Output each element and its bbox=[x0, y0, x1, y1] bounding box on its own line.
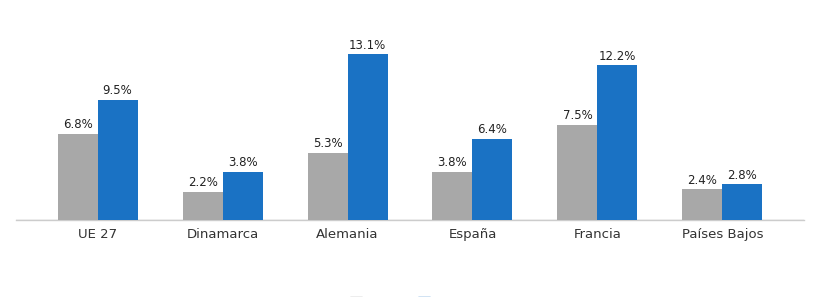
Bar bbox=[347, 54, 387, 220]
Bar bbox=[472, 139, 512, 220]
Bar bbox=[432, 172, 472, 220]
Bar bbox=[57, 134, 97, 220]
Bar bbox=[222, 172, 262, 220]
Text: 2.4%: 2.4% bbox=[686, 174, 717, 187]
Bar bbox=[183, 192, 222, 220]
Text: 3.8%: 3.8% bbox=[228, 156, 257, 169]
Bar bbox=[557, 125, 597, 220]
Bar bbox=[681, 189, 722, 220]
Text: 5.3%: 5.3% bbox=[312, 137, 342, 150]
Text: 7.5%: 7.5% bbox=[562, 109, 591, 122]
Text: 3.8%: 3.8% bbox=[437, 156, 467, 169]
Bar bbox=[722, 184, 762, 220]
Bar bbox=[97, 99, 138, 220]
Text: 12.2%: 12.2% bbox=[598, 50, 636, 63]
Text: 13.1%: 13.1% bbox=[348, 39, 386, 52]
Bar bbox=[307, 153, 347, 220]
Text: 6.8%: 6.8% bbox=[63, 118, 93, 131]
Text: 9.5%: 9.5% bbox=[102, 84, 133, 97]
Bar bbox=[597, 66, 636, 220]
Legend: 2019, 2023: 2019, 2023 bbox=[344, 292, 475, 297]
Text: 2.2%: 2.2% bbox=[188, 176, 217, 189]
Text: 2.8%: 2.8% bbox=[726, 169, 756, 182]
Text: 6.4%: 6.4% bbox=[477, 123, 507, 136]
